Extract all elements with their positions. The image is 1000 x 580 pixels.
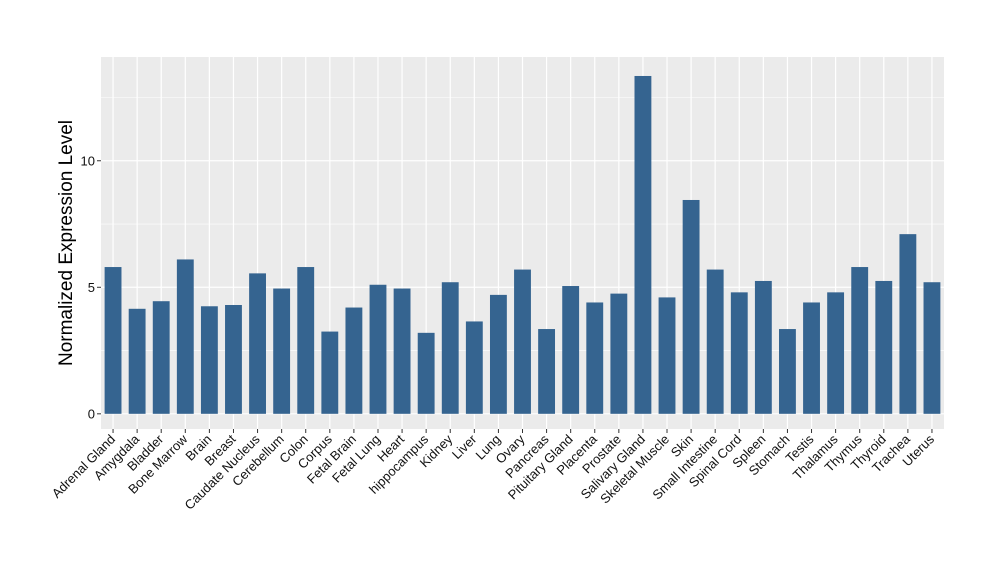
bar — [851, 267, 869, 414]
bar — [321, 331, 339, 414]
y-tick-label: 0 — [88, 406, 95, 421]
y-axis: 0 5 10 — [81, 153, 101, 421]
bar — [369, 284, 387, 414]
bar — [417, 332, 435, 414]
bar — [176, 259, 194, 414]
bar — [538, 329, 556, 414]
bar — [200, 306, 218, 414]
bar — [730, 292, 748, 414]
bar — [586, 302, 604, 414]
y-tick-label: 10 — [81, 153, 95, 168]
bars — [104, 75, 941, 414]
bar — [658, 297, 676, 414]
bar — [345, 307, 363, 414]
bar — [706, 269, 724, 414]
bar — [393, 288, 411, 414]
bar — [225, 305, 242, 414]
bar — [610, 293, 628, 414]
bar — [514, 269, 531, 414]
bar — [634, 75, 652, 414]
bar — [465, 321, 483, 414]
bar — [249, 273, 266, 414]
y-axis-title: Normalized Expression Level — [56, 120, 77, 366]
bar — [899, 234, 917, 414]
bar — [152, 301, 170, 414]
bar — [297, 267, 315, 414]
bar — [827, 292, 845, 414]
bar — [273, 288, 291, 414]
bar — [489, 294, 507, 414]
bar — [779, 329, 796, 414]
bar — [562, 286, 580, 414]
y-tick-label: 5 — [88, 280, 95, 295]
bar — [128, 308, 146, 414]
bar — [441, 282, 459, 414]
x-tick-label: Liver — [449, 431, 480, 462]
bar — [923, 282, 941, 414]
bar — [875, 280, 893, 414]
bar — [754, 280, 772, 414]
bar — [682, 199, 700, 414]
bar — [104, 267, 122, 414]
bar — [803, 302, 820, 414]
